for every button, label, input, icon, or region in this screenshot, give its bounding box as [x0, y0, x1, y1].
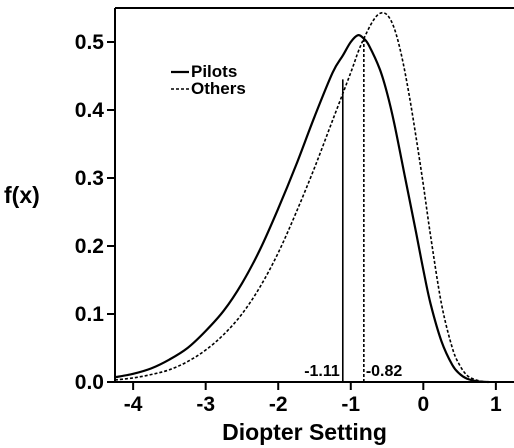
x-axis-label: Diopter Setting	[222, 419, 387, 445]
legend-label-others: Others	[191, 79, 246, 98]
x-tick-label: -1	[341, 393, 360, 416]
plot-area	[114, 7, 514, 383]
x-tick-label: 0	[417, 393, 429, 416]
x-tick-label: -4	[124, 393, 143, 416]
y-tick-label: 0.1	[75, 303, 105, 326]
x-tick-label: -3	[196, 393, 215, 416]
y-tick-label: 0.2	[75, 235, 104, 258]
legend-label-pilots: Pilots	[191, 62, 237, 81]
y-axis-ticks: 0.0 0.1 0.2 0.3 0.4 0.5	[75, 31, 115, 394]
annotation-label: -0.82	[366, 363, 403, 380]
legend: Pilots Others	[171, 62, 246, 98]
x-axis-ticks: -4 -3 -2 -1 0 1	[124, 382, 502, 416]
series-group	[114, 11, 496, 384]
series-line-others	[114, 11, 496, 383]
annotation-label: -1.11	[304, 363, 340, 380]
y-tick-label: 0.5	[75, 31, 105, 54]
x-tick-label: 1	[490, 393, 502, 416]
y-tick-label: 0.3	[75, 167, 104, 190]
x-tick-label: -2	[269, 393, 288, 416]
axes-frame	[114, 7, 514, 383]
y-tick-label: 0.4	[75, 99, 105, 122]
y-tick-label: 0.0	[75, 371, 104, 394]
annotation-group: -1.11 -0.82	[304, 38, 403, 382]
y-axis-label: f(x)	[4, 182, 40, 208]
series-line-pilots	[114, 34, 489, 384]
